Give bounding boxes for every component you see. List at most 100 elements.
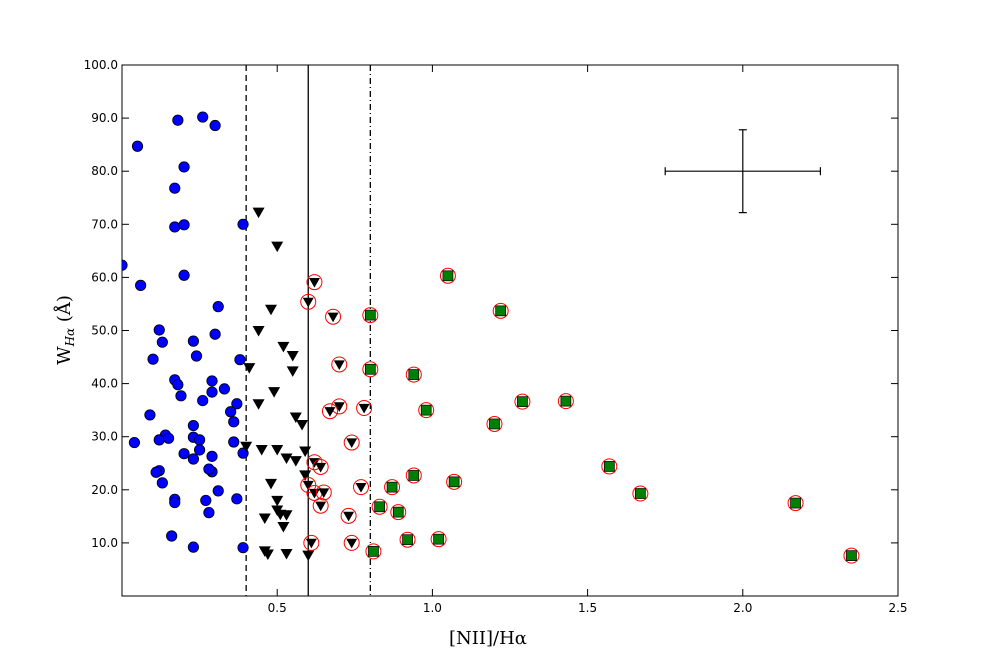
data-point-blue-circle (187, 419, 199, 432)
data-point-triangle (271, 444, 284, 456)
y-axis-label-sub: Hα (63, 328, 77, 348)
data-point-triangle-ringed (331, 398, 348, 415)
data-point-red-ring (306, 274, 323, 291)
data-point-red-ring (362, 361, 379, 378)
data-point-triangle (258, 513, 271, 524)
data-point-red-ring (557, 393, 574, 410)
data-point-triangle (277, 521, 290, 533)
data-point-triangle-ringed (315, 484, 332, 501)
data-point-blue-circle (150, 466, 162, 478)
data-point-green-square-ringed (843, 547, 860, 564)
data-point-triangle (255, 444, 268, 456)
data-point-blue-circle (228, 416, 240, 428)
data-point-blue-circle (209, 119, 221, 132)
data-point-red-ring (405, 467, 422, 484)
data-point-red-ring (492, 302, 509, 319)
data-point-triangle (243, 363, 256, 374)
data-point-blue-circle (169, 221, 181, 233)
data-point-triangle (268, 387, 281, 398)
data-point-blue-circle (231, 493, 243, 505)
y-tick-label: 70.0 (91, 217, 118, 231)
data-point-green-square (392, 506, 404, 518)
data-point-green-square-ringed (632, 485, 649, 502)
plot-frame (121, 64, 899, 597)
data-points (122, 111, 860, 564)
data-point-triangle (315, 501, 327, 512)
data-point-green-square-ringed (399, 531, 416, 548)
data-point-blue-circle (237, 542, 249, 554)
x-tick-label: 1.5 (578, 601, 597, 615)
data-point-green-square-ringed (486, 415, 503, 432)
data-point-red-ring (399, 531, 416, 548)
y-axis-label-main: W (54, 346, 75, 365)
data-point-triangle (299, 470, 312, 481)
data-point-blue-circle (169, 496, 181, 509)
data-point-blue-circle (175, 390, 187, 402)
data-point-red-ring (843, 547, 860, 564)
y-tick-label: 100.0 (84, 58, 118, 72)
data-point-triangle-ringed (312, 458, 329, 475)
data-point-green-square-ringed (787, 495, 804, 512)
data-point-green-square (489, 418, 500, 430)
data-point-triangle (280, 453, 293, 464)
data-point-green-square-ringed (601, 458, 618, 475)
y-tick-label: 60.0 (91, 270, 118, 284)
data-point-red-ring (331, 356, 348, 373)
data-point-triangle (286, 366, 299, 377)
data-point-green-square-ringed (362, 361, 379, 378)
data-point-green-square (846, 550, 857, 561)
data-point-triangle (327, 312, 339, 323)
data-point-red-ring (312, 497, 329, 514)
data-point-triangle (264, 304, 277, 316)
data-point-green-square (364, 363, 376, 375)
data-point-green-square-ringed (384, 479, 401, 496)
data-point-blue-circle (228, 436, 240, 448)
data-point-triangle-ringed (331, 356, 348, 373)
data-point-red-ring (418, 402, 435, 419)
y-axis-label: WHα (Å) (53, 295, 77, 365)
y-tick-label: 10.0 (91, 536, 118, 550)
data-point-red-ring (632, 485, 649, 502)
data-point-blue-circle (166, 530, 178, 542)
x-ticks: 0.5 1.0 1.5 2.0 2.5 (268, 65, 908, 615)
data-point-triangle (343, 511, 355, 522)
data-point-green-square-ringed (430, 531, 447, 548)
data-point-green-square-ringed (371, 498, 388, 515)
data-point-green-square (495, 305, 507, 317)
y-tick-label: 50.0 (91, 324, 118, 338)
data-point-triangle-ringed (300, 293, 317, 310)
data-point-red-ring (312, 458, 329, 475)
data-point-triangle (302, 480, 314, 491)
y-tick-label: 40.0 (91, 377, 118, 391)
data-point-triangle (355, 483, 367, 493)
data-point-triangle (308, 488, 320, 499)
data-point-blue-circle (237, 218, 249, 230)
data-point-blue-circle (206, 450, 218, 462)
data-point-blue-circle (178, 219, 190, 231)
data-point-blue-circle (144, 409, 156, 421)
vertical-lines (245, 65, 371, 596)
data-point-triangle (289, 456, 302, 467)
data-point-blue-circle (172, 379, 184, 391)
data-point-red-ring (390, 504, 407, 521)
data-point-red-ring (514, 393, 531, 410)
data-point-red-ring (356, 400, 373, 417)
data-point-green-square-ringed (557, 393, 574, 410)
y-ticks: 10.0 20.0 30.0 40.0 50.0 60.0 70.0 80.0 90.0 100.… (84, 58, 898, 550)
data-point-blue-circle (156, 336, 168, 348)
data-point-triangle (280, 549, 293, 560)
data-point-blue-circle (190, 350, 203, 362)
data-point-triangle (302, 550, 315, 562)
data-point-green-square (442, 270, 454, 282)
data-point-triangle-ringed (306, 274, 323, 291)
data-point-triangle (299, 446, 312, 458)
data-point-triangle (289, 412, 302, 424)
data-point-triangle (261, 549, 274, 561)
data-point-triangle (296, 419, 309, 431)
data-point-green-square-ringed (439, 267, 456, 284)
data-point-blue-circle (128, 436, 141, 449)
data-point-green-square (386, 481, 398, 493)
data-point-triangle (324, 407, 336, 417)
data-point-triangle (346, 538, 358, 549)
data-point-green-square-ringed (492, 302, 509, 319)
